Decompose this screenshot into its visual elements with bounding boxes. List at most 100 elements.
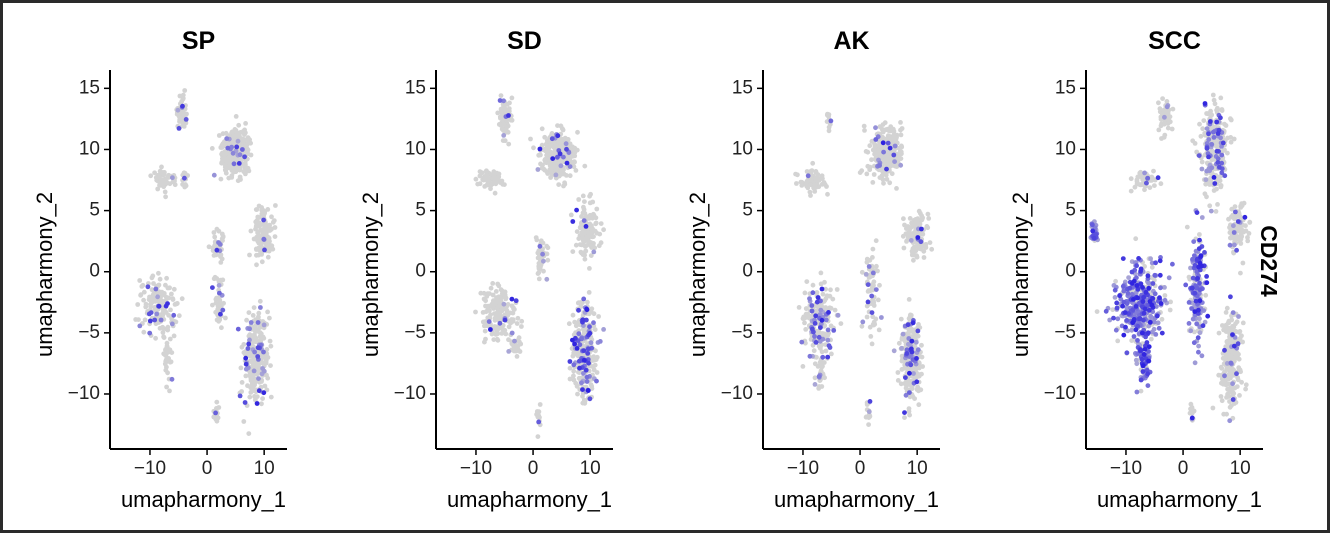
- cell-point: [1237, 329, 1243, 334]
- cell-point: [1231, 136, 1237, 142]
- cell-point-expressing: [1192, 309, 1198, 314]
- cell-point: [916, 373, 922, 379]
- cell-point: [810, 282, 816, 288]
- cell-point: [519, 318, 525, 324]
- x-tick-label: −10: [134, 458, 166, 479]
- cell-point: [250, 313, 256, 318]
- cell-point-expressing: [1231, 223, 1236, 229]
- cell-point-expressing: [1227, 242, 1233, 248]
- cell-point-expressing: [1208, 119, 1213, 124]
- cell-point: [870, 314, 876, 320]
- cell-point: [589, 386, 595, 391]
- cell-point: [483, 298, 488, 304]
- cell-point: [1214, 186, 1219, 192]
- cell-point: [810, 160, 816, 166]
- cell-point: [515, 315, 521, 321]
- cell-point: [241, 419, 247, 424]
- cell-point: [257, 236, 263, 242]
- cell-point-expressing: [501, 133, 507, 138]
- cell-point: [180, 123, 186, 128]
- cell-point: [251, 305, 257, 310]
- cell-point: [1236, 213, 1242, 219]
- cell-point-expressing: [867, 399, 873, 404]
- cell-point-expressing: [601, 327, 606, 332]
- cell-point: [866, 422, 871, 427]
- cell-point: [178, 118, 184, 124]
- cell-point-expressing: [1196, 349, 1201, 355]
- cell-point: [808, 182, 813, 187]
- cell-point: [913, 217, 919, 222]
- cell-point-expressing: [905, 322, 911, 328]
- cell-point: [156, 270, 161, 276]
- cell-point: [832, 307, 838, 313]
- cell-point-expressing: [1230, 381, 1235, 387]
- cell-point: [491, 298, 496, 304]
- cell-point: [1203, 181, 1209, 187]
- cell-point: [582, 237, 588, 243]
- cell-point: [566, 321, 572, 327]
- cell-point-expressing: [1227, 418, 1233, 424]
- y-tick-label: −10: [394, 383, 426, 404]
- cell-point-expressing: [1211, 135, 1217, 140]
- cell-point: [864, 314, 870, 320]
- y-tick-label: 10: [79, 138, 100, 159]
- cell-point: [562, 180, 567, 186]
- cell-point-expressing: [553, 172, 559, 178]
- cell-point-expressing: [1228, 360, 1234, 366]
- x-tick-label: 10: [254, 458, 275, 479]
- cell-point: [556, 182, 562, 188]
- cell-point-expressing: [581, 218, 587, 224]
- cell-point: [573, 323, 579, 329]
- cell-point: [1204, 111, 1209, 116]
- cell-point: [1216, 330, 1222, 336]
- cell-point: [582, 199, 587, 205]
- cell-point: [582, 229, 588, 235]
- cell-point-expressing: [813, 313, 819, 319]
- cell-point-expressing: [880, 140, 886, 146]
- cell-point: [1115, 338, 1121, 344]
- cell-point: [538, 152, 543, 158]
- cell-point: [916, 402, 922, 408]
- cell-point-expressing: [581, 296, 587, 302]
- cell-point: [219, 256, 225, 262]
- cell-point-expressing: [816, 374, 822, 379]
- cell-point-expressing: [1120, 303, 1125, 309]
- cell-point: [155, 298, 161, 304]
- cell-point: [826, 128, 832, 134]
- cell-point: [488, 183, 493, 189]
- cell-point: [473, 309, 478, 315]
- cell-point: [536, 270, 542, 276]
- cell-point-expressing: [1129, 269, 1135, 275]
- cell-point-expressing: [869, 293, 875, 299]
- cell-point-expressing: [536, 419, 542, 425]
- cell-point: [899, 367, 905, 372]
- cell-point-expressing: [807, 353, 813, 359]
- cell-point-expressing: [1209, 165, 1215, 171]
- cell-point-expressing: [583, 317, 589, 323]
- cell-point: [539, 142, 545, 148]
- cell-point: [265, 309, 270, 315]
- cell-point: [1209, 148, 1215, 154]
- cell-point: [273, 203, 278, 208]
- cell-point: [575, 391, 580, 397]
- cell-point: [821, 360, 827, 365]
- cell-point: [1170, 106, 1176, 112]
- cell-point-expressing: [1145, 176, 1150, 181]
- cell-point-expressing: [860, 319, 866, 325]
- cell-point-expressing: [214, 247, 220, 253]
- cell-point: [824, 119, 830, 124]
- cell-point-expressing: [1130, 320, 1136, 326]
- cell-point-expressing: [1192, 290, 1198, 296]
- cell-point-expressing: [1145, 383, 1151, 388]
- cell-point-expressing: [903, 375, 908, 380]
- cell-point: [1225, 135, 1230, 141]
- cell-point: [594, 354, 600, 360]
- cell-point-expressing: [1157, 258, 1163, 264]
- cell-point-expressing: [826, 310, 831, 315]
- y-tick-label: 5: [89, 200, 100, 221]
- cell-point: [811, 348, 817, 354]
- x-tick-label: −10: [787, 458, 819, 479]
- cell-point-expressing: [1197, 287, 1203, 293]
- cell-point: [263, 360, 269, 366]
- cell-point: [589, 228, 595, 233]
